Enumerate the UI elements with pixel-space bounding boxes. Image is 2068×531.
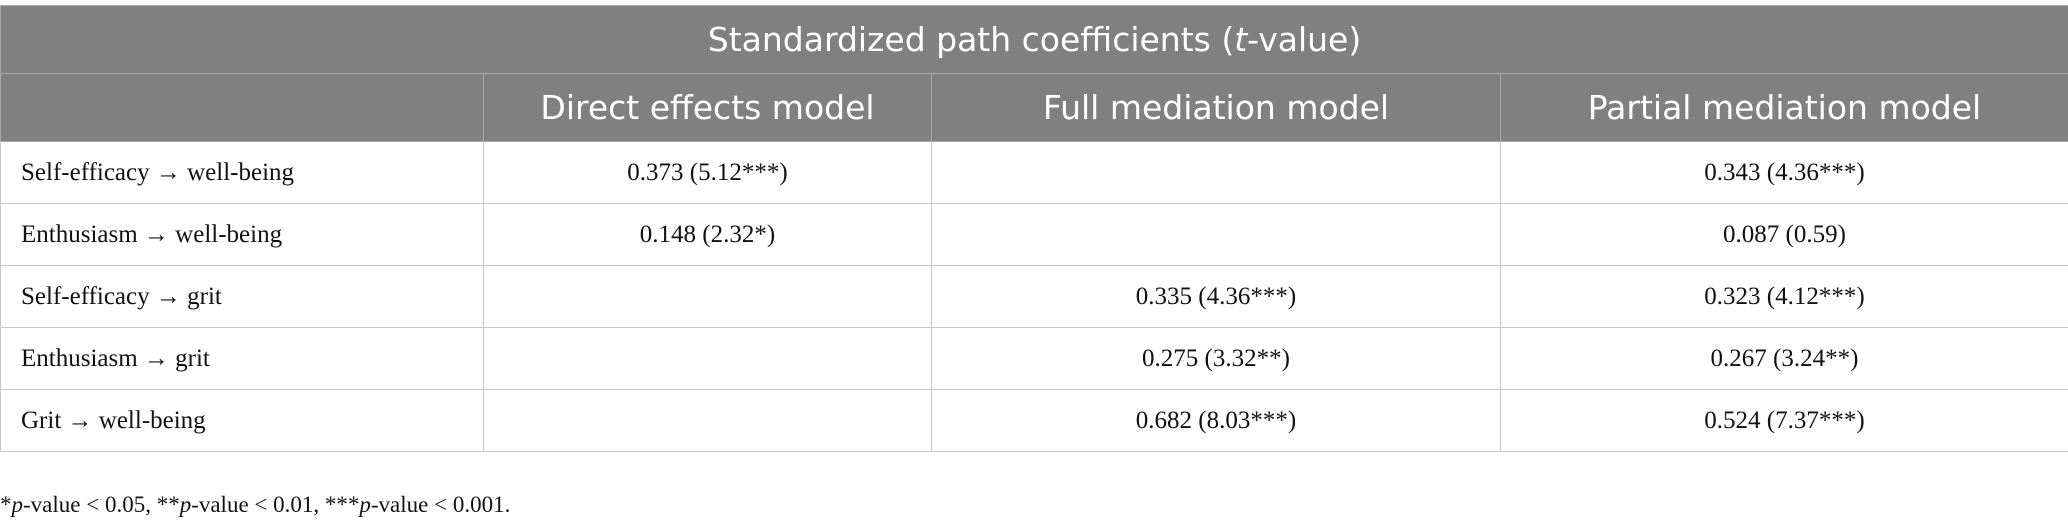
row-label: Enthusiasm → grit [0, 327, 484, 390]
coefficients-table: Standardized path coefficients (t-value)… [0, 5, 2068, 452]
row-label: Self-efficacy → grit [0, 265, 484, 328]
table-row: Enthusiasm → well-being 0.148 (2.32*) 0.08… [0, 203, 2068, 266]
cell: 0.323 (4.12***) [1500, 265, 2068, 328]
column-header: Direct effects model [483, 73, 932, 142]
title-row: Standardized path coefficients (t-value) [0, 5, 2068, 74]
cell [483, 327, 932, 390]
row-label: Grit → well-being [0, 389, 484, 452]
footnote-text: p [11, 492, 24, 517]
cell: 0.275 (3.32**) [931, 327, 1501, 390]
table-row: Self-efficacy → grit 0.335 (4.36***) 0.323… [0, 265, 2068, 328]
footnote-text: p [179, 492, 192, 517]
cell: 0.087 (0.59) [1500, 203, 2068, 266]
title-text: t [1234, 20, 1248, 59]
table-body: Self-efficacy → well-being 0.373 (5.12***… [0, 141, 2068, 452]
column-header: Partial mediation model [1500, 73, 2068, 142]
cell [483, 389, 932, 452]
cell: 0.343 (4.36***) [1500, 141, 2068, 204]
cell [931, 141, 1501, 204]
footnote-text: -value < 0.01, *** [191, 492, 360, 517]
cell: 0.267 (3.24**) [1500, 327, 2068, 390]
footnote-text: * [0, 492, 12, 517]
column-header: Full mediation model [931, 73, 1501, 142]
footnote: *p-value < 0.05, **p-value < 0.01, ***p-… [0, 492, 510, 518]
cell: 0.335 (4.36***) [931, 265, 1501, 328]
row-label: Enthusiasm → well-being [0, 203, 484, 266]
title-text: -value) [1247, 20, 1362, 59]
table-row: Self-efficacy → well-being 0.373 (5.12***… [0, 141, 2068, 204]
cell: 0.682 (8.03***) [931, 389, 1501, 452]
cell: 0.524 (7.37***) [1500, 389, 2068, 452]
cell [483, 265, 932, 328]
cell: 0.373 (5.12***) [483, 141, 932, 204]
table-title: Standardized path coefficients (t-value) [0, 5, 2068, 74]
title-text: Standardized path coefficients ( [707, 20, 1235, 59]
header-row: Direct effects model Full mediation model… [0, 73, 2068, 142]
cell: 0.148 (2.32*) [483, 203, 932, 266]
cell [931, 203, 1501, 266]
footnote-text: -value < 0.001. [370, 492, 511, 517]
footnote-text: p [359, 492, 371, 517]
table-row: Grit → well-being 0.682 (8.03***) 0.524 (7… [0, 389, 2068, 452]
table-row: Enthusiasm → grit 0.275 (3.32**) 0.267 (3.… [0, 327, 2068, 390]
footnote-text: -value < 0.05, ** [23, 492, 180, 517]
header-cell [0, 73, 484, 142]
row-label: Self-efficacy → well-being [0, 141, 484, 204]
